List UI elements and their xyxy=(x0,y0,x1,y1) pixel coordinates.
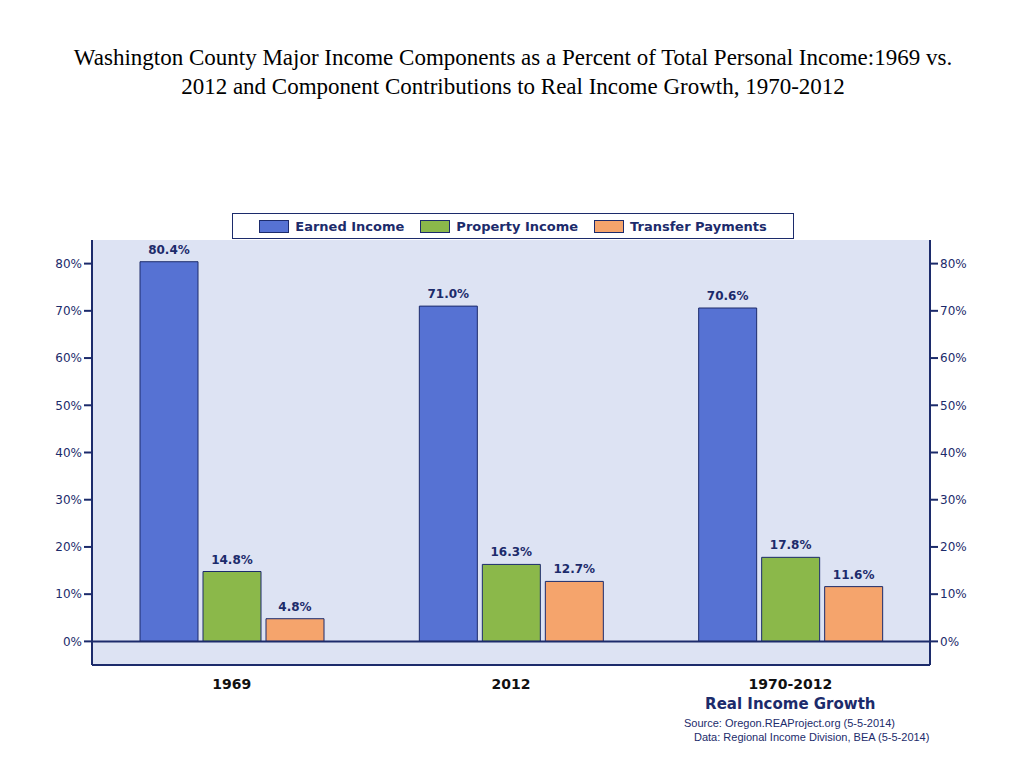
svg-text:12.7%: 12.7% xyxy=(554,562,596,576)
svg-text:30%: 30% xyxy=(55,493,82,507)
svg-text:16.3%: 16.3% xyxy=(491,545,533,559)
svg-text:70.6%: 70.6% xyxy=(707,289,749,303)
svg-text:10%: 10% xyxy=(55,587,82,601)
svg-text:0%: 0% xyxy=(63,635,82,649)
html-text:Transfer Payments: Transfer Payments xyxy=(630,218,767,234)
svg-text:0%: 0% xyxy=(940,635,959,649)
svg-text:40%: 40% xyxy=(55,446,82,460)
svg-text:70%: 70% xyxy=(55,304,82,318)
svg-text:10%: 10% xyxy=(940,587,967,601)
svg-text:50%: 50% xyxy=(55,399,82,413)
html-text:Earned Income: Earned Income xyxy=(295,218,405,234)
html-text:Property Income: Property Income xyxy=(456,218,579,234)
svg-text:40%: 40% xyxy=(940,446,967,460)
svg-text:80.4%: 80.4% xyxy=(148,243,190,257)
svg-text:11.6%: 11.6% xyxy=(833,568,875,582)
svg-text:30%: 30% xyxy=(940,493,967,507)
svg-text:14.8%: 14.8% xyxy=(211,553,253,567)
svg-text:1970-2012: 1970-2012 xyxy=(748,676,832,692)
svg-text:20%: 20% xyxy=(940,540,967,554)
svg-text:70%: 70% xyxy=(940,304,967,318)
svg-text:80%: 80% xyxy=(940,257,967,271)
svg-text:60%: 60% xyxy=(55,351,82,365)
svg-text:60%: 60% xyxy=(940,351,967,365)
svg-text:Real Income Growth: Real Income Growth xyxy=(705,695,875,713)
svg-text:71.0%: 71.0% xyxy=(428,287,470,301)
html-text:Washington County Major Income: Washington County Major Income Component… xyxy=(73,45,953,99)
svg-text:50%: 50% xyxy=(940,399,967,413)
svg-text:80%: 80% xyxy=(55,257,82,271)
svg-text:4.8%: 4.8% xyxy=(278,600,311,614)
svg-text:2012: 2012 xyxy=(492,676,531,692)
svg-text:1969: 1969 xyxy=(212,676,251,692)
html-text:Data: Regional Income Division: Data: Regional Income Division, BEA (5-5… xyxy=(694,731,930,743)
svg-text:17.8%: 17.8% xyxy=(770,538,812,552)
html-text:Source: Oregon.REAProject.org: Source: Oregon.REAProject.org (5-5-2014) xyxy=(684,717,895,729)
svg-text:20%: 20% xyxy=(55,540,82,554)
